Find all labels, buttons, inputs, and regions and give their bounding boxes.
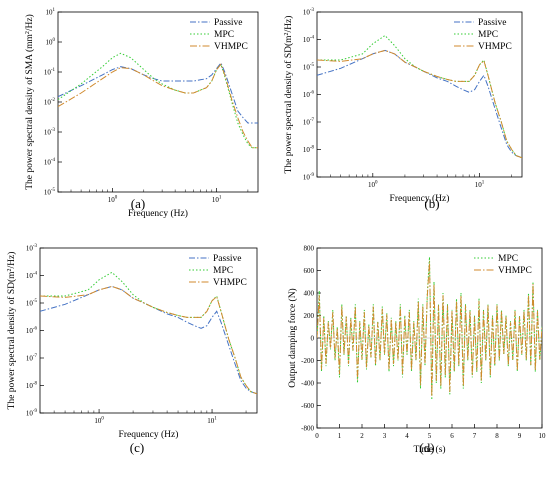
y-tick-label: 10-4 [26,272,38,281]
y-tick-label: 600 [304,267,315,275]
x-axis-label: Time (s) [413,444,445,455]
y-tick-label: 10-3 [303,8,315,17]
y-tick-label: 400 [304,290,315,298]
x-tick-label: 0 [315,432,319,440]
legend-label: Passive [214,18,243,28]
legend-label: MPC [498,254,518,264]
x-tick-label: 6 [450,432,454,440]
y-tick-label: 10-9 [26,409,38,418]
x-tick-label: 100 [94,417,104,426]
x-tick-label: 5 [428,432,432,440]
legend-label: MPC [213,266,233,276]
y-axis-label: The power spectral density of SD(m2/Hz) [283,16,294,174]
y-tick-label: 10-6 [26,327,38,336]
series-line-mpc [58,52,258,149]
x-tick-label: 3 [383,432,387,440]
y-tick-label: 100 [46,38,56,47]
y-tick-label: -400 [301,380,314,388]
legend-label: MPC [478,30,498,40]
legend-label: Passive [478,18,507,28]
y-tick-label: 10-3 [26,244,38,253]
y-tick-label: 10-7 [26,354,38,363]
y-tick-label: 10-7 [303,118,315,127]
legend-label: Passive [213,254,242,264]
chart-panel: 100 101 10-9 10-8 10-7 10-6 10-5 10-4 10-3 Passiv… [6,244,258,455]
y-tick-label: 10-8 [303,146,315,155]
x-tick-label: 10 [539,432,547,440]
y-tick-label: -600 [301,402,314,410]
panel-label: (c) [130,440,144,455]
chart-panel: 100 101 10-9 10-8 10-7 10-6 10-5 10-4 10-3 Passiv… [283,8,523,211]
panel-label: (d) [419,440,434,455]
y-tick-label: 10-9 [303,173,315,182]
x-tick-label: 101 [207,417,217,426]
y-tick-label: 10-3 [44,128,56,137]
x-tick-label: 4 [405,432,409,440]
x-tick-label: 100 [108,196,118,205]
y-axis-label: The power spectral density of SD(m2/Hz) [6,252,17,410]
y-axis-label: Output damping force (N) [287,288,298,387]
x-tick-label: 100 [368,181,378,190]
x-tick-label: 101 [475,181,485,190]
x-tick-label: 2 [360,432,364,440]
y-tick-label: 10-5 [44,188,56,197]
chart-panel: 0 1 2 3 4 5 6 7 8 9 10 -800 -600 -400 -200 0 200 400 600 80… [287,245,546,456]
legend-label: VHMPC [478,42,512,52]
legend-label: VHMPC [214,42,248,52]
y-tick-label: 800 [304,245,315,253]
x-axis-label: Frequency (Hz) [390,193,450,204]
y-tick-label: 10-6 [303,91,315,100]
y-tick-label: 10-8 [26,382,38,391]
y-tick-label: 10-4 [44,158,56,167]
x-tick-label: 7 [473,432,477,440]
y-tick-label: 10-5 [26,299,38,308]
legend-label: VHMPC [498,266,532,276]
y-tick-label: 10-1 [44,68,56,77]
panel-label: (b) [424,196,439,211]
series-line-vhmpc [40,285,257,395]
y-tick-label: -800 [301,425,314,433]
series-line-passive [317,49,522,159]
series-line-passive [58,62,258,124]
x-axis-label: Frequency (Hz) [119,429,179,440]
legend-label: MPC [214,30,234,40]
series-line-vhmpc [317,261,542,397]
y-tick-label: 0 [311,335,315,343]
x-tick-label: 101 [212,196,222,205]
chart-panel: 100 101 10-5 10-4 10-3 10-2 10-1 100 101 Passive M… [24,8,259,219]
x-tick-label: 9 [518,432,522,440]
series-line-vhmpc [58,63,258,149]
series-line-passive [40,285,257,395]
y-tick-label: 10-4 [303,36,315,45]
x-tick-label: 1 [338,432,342,440]
series-line-vhmpc [317,49,522,159]
y-tick-label: 10-5 [303,63,315,72]
y-tick-label: 200 [304,312,315,320]
panel-label: (a) [131,196,145,211]
y-tick-label: 10-2 [44,98,56,107]
x-axis-label: Frequency (Hz) [128,208,188,219]
y-axis-label: The power spectral density of SMA (mm2/H… [24,14,35,190]
y-tick-label: 101 [46,8,56,17]
legend-label: VHMPC [213,278,247,288]
x-tick-label: 8 [495,432,499,440]
y-tick-label: -200 [301,357,314,365]
